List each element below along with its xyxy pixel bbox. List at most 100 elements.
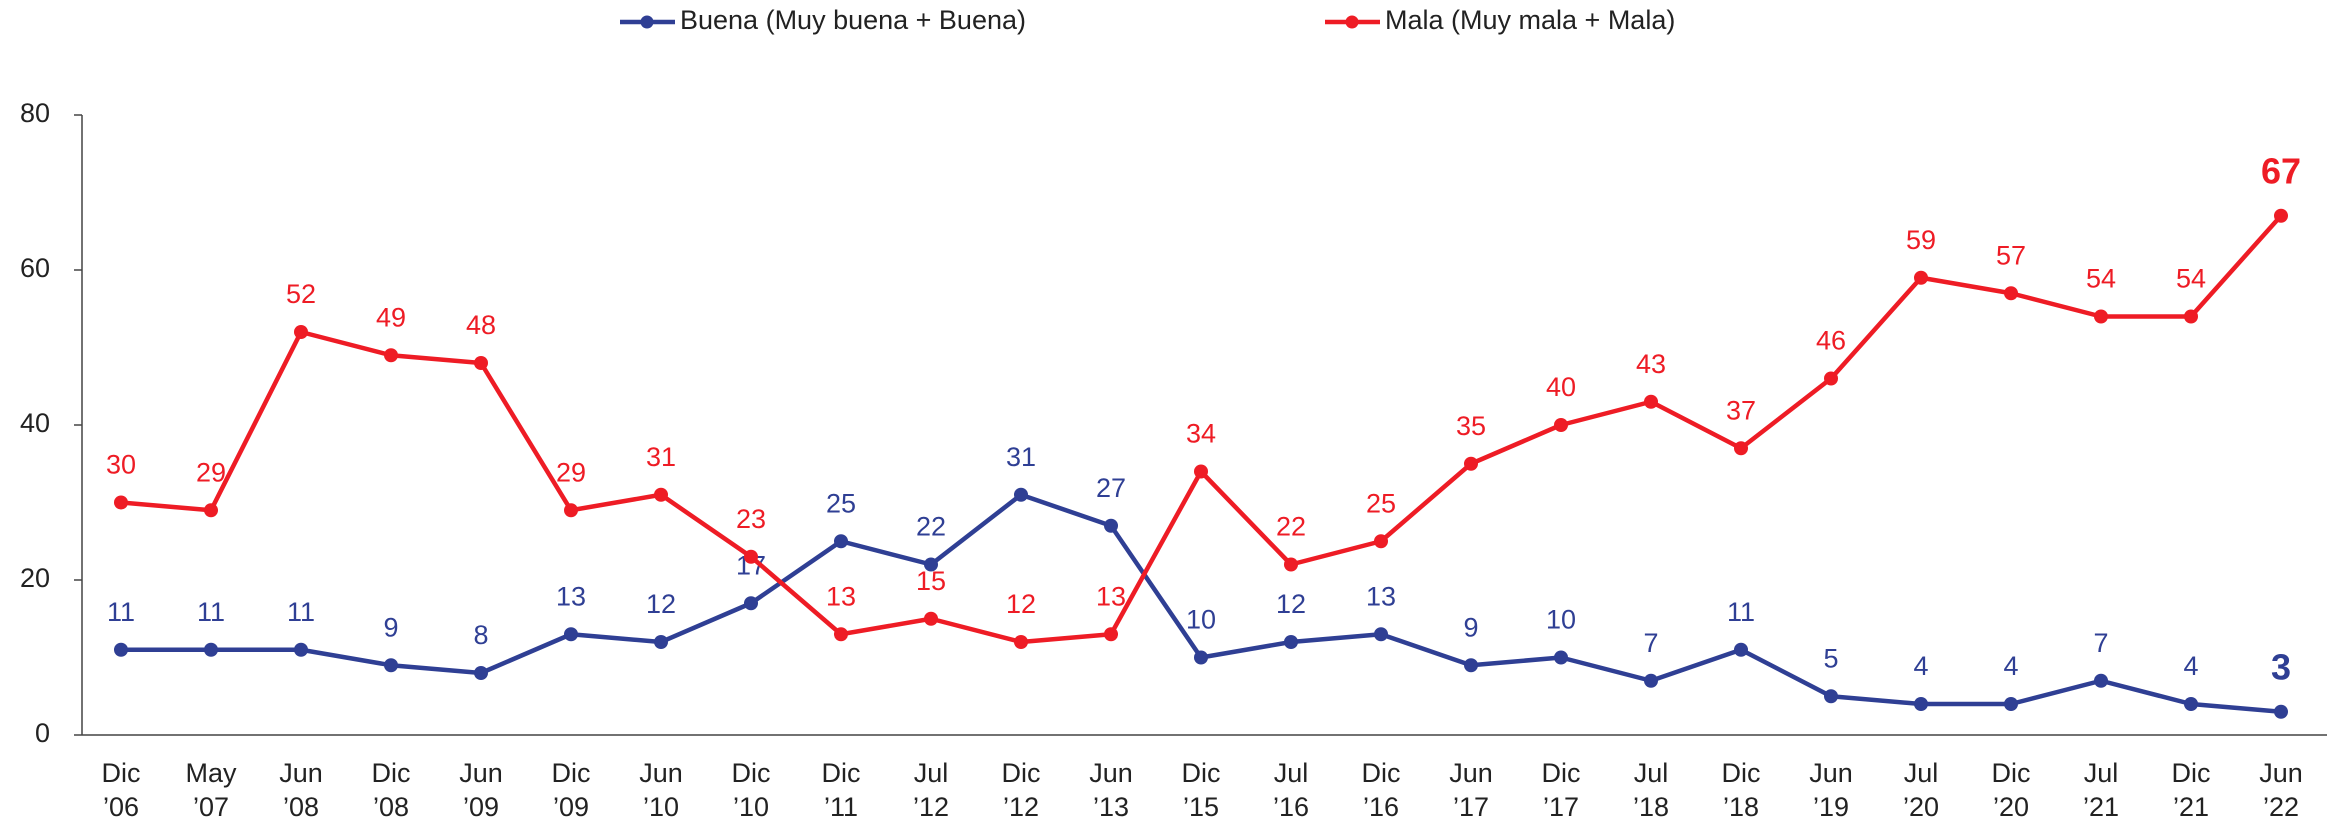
x-tick-label: Dic ’15	[1182, 758, 1221, 822]
data-point	[474, 666, 488, 680]
legend-label: Mala (Muy mala + Mala)	[1385, 5, 1675, 35]
data-point	[294, 325, 308, 339]
x-tick-label-line: May	[185, 758, 237, 788]
data-label: 40	[1546, 372, 1576, 402]
data-label: 4	[2183, 651, 2198, 681]
x-tick-label-line: ’13	[1093, 792, 1129, 822]
data-label: 11	[197, 597, 225, 627]
data-label: 54	[2086, 264, 2116, 294]
x-tick-label-line: Dic	[732, 758, 771, 788]
data-label: 34	[1186, 419, 1216, 449]
data-point	[1824, 371, 1838, 386]
x-tick-label-line: Jun	[459, 758, 503, 788]
data-label: 7	[1643, 628, 1658, 658]
data-label: 46	[1816, 326, 1846, 356]
x-tick-label-line: ’15	[1183, 792, 1219, 822]
x-tick-label-line: Jul	[2084, 758, 2119, 788]
y-tick-label: 40	[20, 408, 50, 438]
data-point	[1464, 456, 1478, 471]
data-label: 29	[556, 457, 586, 487]
data-label: 12	[646, 589, 676, 619]
x-tick-label-line: ’20	[1903, 792, 1939, 822]
x-tick-label-line: ’09	[463, 792, 499, 822]
x-tick-label-line: Dic	[1992, 758, 2031, 788]
x-tick-label: Jun ’09	[459, 758, 503, 822]
x-tick-label-line: Jul	[1904, 758, 1939, 788]
y-tick-label: 80	[20, 98, 50, 128]
data-label: 4	[2003, 651, 2018, 681]
x-tick-label-line: ’16	[1363, 792, 1399, 822]
x-tick-label: Dic ’09	[552, 758, 591, 822]
data-point	[744, 549, 758, 564]
data-point	[1464, 658, 1478, 673]
legend-marker	[640, 15, 654, 29]
data-point	[114, 495, 128, 510]
x-tick-label-line: ’17	[1453, 792, 1489, 822]
x-tick-label: Dic ’10	[732, 758, 771, 822]
data-point	[1374, 534, 1388, 549]
data-point	[1284, 635, 1298, 649]
x-tick-label-line: Jun	[2259, 758, 2303, 788]
legend-label: Buena (Muy buena + Buena)	[680, 5, 1026, 35]
data-label: 37	[1726, 395, 1756, 425]
data-label: 9	[1463, 612, 1478, 642]
x-tick-label: Jul ’21	[2083, 758, 2119, 822]
data-point	[2274, 704, 2288, 719]
data-point	[204, 642, 218, 657]
y-tick-label: 20	[20, 563, 50, 593]
x-tick-label-line: ’19	[1813, 792, 1849, 822]
data-point	[384, 348, 398, 363]
x-tick-label: Jul ’16	[1273, 758, 1309, 822]
data-label: 57	[1996, 240, 2026, 270]
data-point	[1734, 642, 1748, 657]
x-tick-label: Dic ’08	[372, 758, 411, 822]
x-tick-label-line: Jul	[1634, 758, 1669, 788]
x-tick-label-line: Dic	[552, 758, 591, 788]
data-point	[1554, 418, 1568, 432]
series-line	[121, 492, 2282, 714]
data-point	[474, 356, 488, 370]
x-tick-label-line: Dic	[822, 758, 861, 788]
data-label: 13	[556, 581, 586, 611]
data-point	[1644, 394, 1658, 409]
data-label: 13	[1096, 581, 1126, 611]
x-tick-label-line: ’21	[2173, 792, 2209, 822]
x-tick-label-line: ’18	[1633, 792, 1669, 822]
data-point	[1194, 464, 1208, 479]
data-point	[834, 534, 848, 549]
data-point	[1734, 441, 1748, 456]
x-tick-label-line: Jun	[1089, 758, 1133, 788]
data-label: 27	[1096, 473, 1126, 503]
data-label: 43	[1636, 349, 1666, 379]
data-point	[2184, 697, 2198, 711]
data-point	[654, 635, 668, 649]
x-tick-label-line: ’11	[824, 792, 858, 822]
data-label: 35	[1456, 411, 1486, 441]
data-point	[2094, 309, 2108, 324]
x-tick-label: Jun ’17	[1449, 758, 1493, 822]
data-label: 8	[473, 620, 488, 650]
x-tick-label-line: Jun	[279, 758, 323, 788]
data-label: 54	[2176, 264, 2206, 294]
x-tick-label: Dic ’20	[1992, 758, 2031, 822]
x-tick-label-line: Jun	[639, 758, 683, 788]
data-label: 10	[1186, 605, 1216, 635]
data-label: 13	[826, 581, 856, 611]
data-label: 12	[1006, 589, 1036, 619]
x-tick-label-line: Dic	[1182, 758, 1221, 788]
data-point	[2094, 673, 2108, 688]
data-label: 52	[286, 279, 316, 309]
data-point	[924, 557, 938, 572]
x-tick-label-line: ’12	[1003, 792, 1039, 822]
data-point	[2004, 286, 2018, 301]
data-label: 11	[1727, 597, 1755, 627]
data-point	[1014, 635, 1028, 649]
data-point	[1374, 627, 1388, 642]
data-label: 22	[1276, 512, 1306, 542]
x-tick-label: May ’07	[185, 758, 237, 822]
x-tick-label-line: ’17	[1543, 792, 1579, 822]
x-tick-label-line: Jun	[1449, 758, 1493, 788]
y-tick-label: 0	[35, 718, 50, 748]
data-label: 59	[1906, 225, 1936, 255]
x-tick-label-line: ’12	[913, 792, 949, 822]
